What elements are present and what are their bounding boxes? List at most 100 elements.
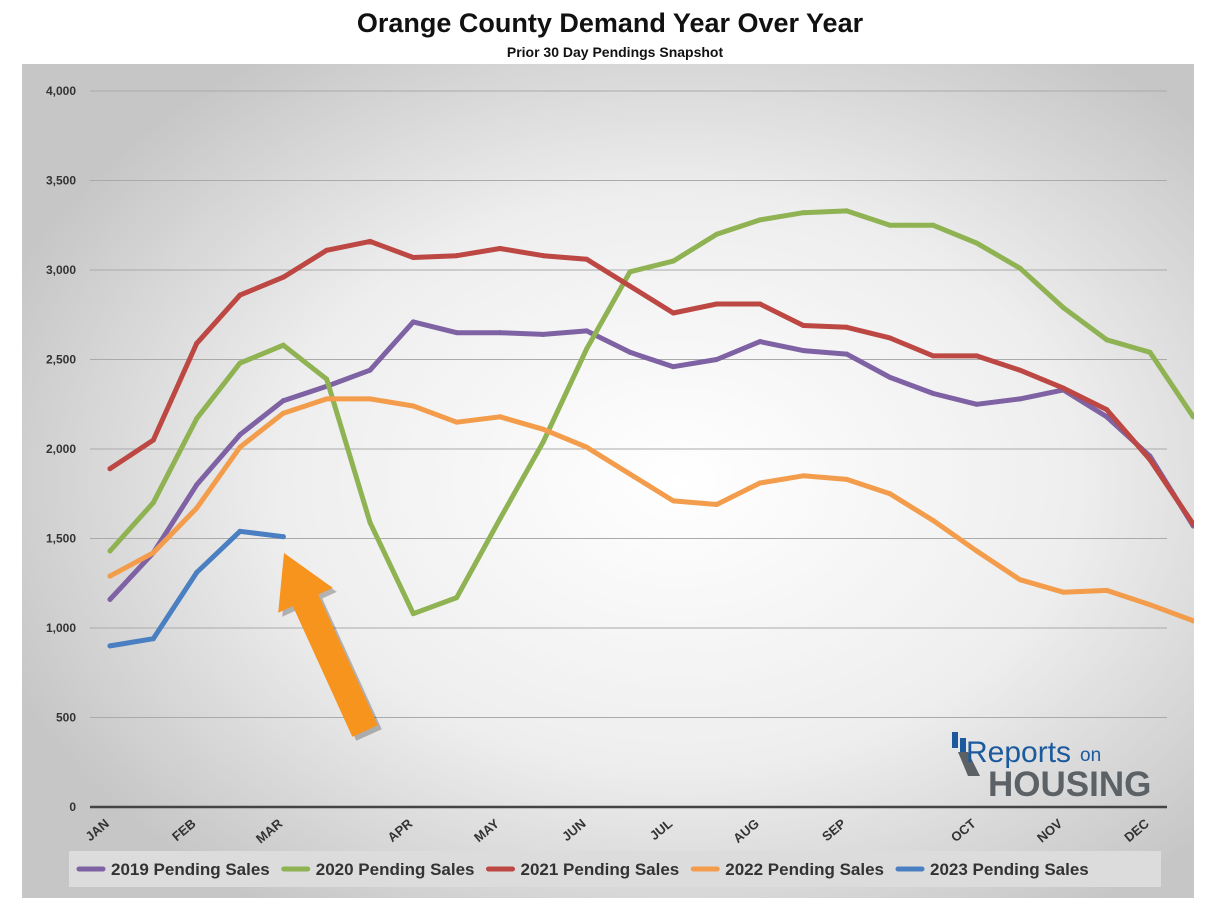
legend-label: 2023 Pending Sales <box>930 860 1089 879</box>
data-point <box>410 319 416 325</box>
data-point <box>150 636 156 642</box>
data-point <box>670 498 676 504</box>
logo-magnifier-icon <box>958 752 980 776</box>
legend-label: 2022 Pending Sales <box>725 860 884 879</box>
data-point <box>1147 349 1153 355</box>
data-point <box>714 301 720 307</box>
data-point <box>714 357 720 362</box>
data-point <box>800 322 806 328</box>
data-point <box>194 482 200 488</box>
series-group <box>107 319 1194 602</box>
legend-item: 2021 Pending Sales <box>486 860 680 879</box>
data-point <box>1017 367 1023 373</box>
data-point <box>1104 337 1110 343</box>
data-point <box>237 444 243 450</box>
data-point <box>454 253 460 259</box>
data-point <box>757 480 763 486</box>
data-point <box>1104 587 1110 593</box>
data-point <box>974 353 980 359</box>
data-point <box>1017 265 1023 271</box>
data-point <box>237 292 243 298</box>
legend-item: 2022 Pending Sales <box>690 860 884 879</box>
y-tick-label: 2,500 <box>46 353 76 367</box>
legend-box <box>69 851 1161 887</box>
data-point <box>1060 305 1066 311</box>
data-point <box>800 210 806 216</box>
data-point <box>150 437 156 443</box>
logo-bar-icon <box>952 732 958 748</box>
data-point <box>194 505 200 511</box>
series-line <box>107 208 1194 617</box>
data-point <box>887 491 893 497</box>
data-point <box>584 444 590 450</box>
data-point <box>974 548 980 554</box>
series-line <box>107 396 1194 624</box>
chart-title: Orange County Demand Year Over Year <box>356 8 864 38</box>
logo-bar-icon <box>960 738 966 752</box>
data-point <box>107 548 113 554</box>
data-point <box>280 398 286 404</box>
data-point <box>714 231 720 237</box>
data-point <box>1147 457 1153 463</box>
data-point <box>194 570 200 576</box>
data-point <box>757 339 763 345</box>
data-point <box>540 439 546 445</box>
chart-subtitle: Prior 30 Day Pendings Snapshot <box>506 44 724 60</box>
data-point <box>540 331 546 337</box>
series-line <box>107 319 1194 602</box>
data-point <box>454 419 460 425</box>
legend-label: 2021 Pending Sales <box>521 860 680 879</box>
data-point <box>280 410 286 416</box>
data-point <box>497 246 503 252</box>
series-group <box>107 208 1194 617</box>
data-point <box>497 516 503 522</box>
data-point <box>887 335 893 341</box>
data-point <box>627 269 633 275</box>
data-point <box>1104 407 1110 413</box>
data-point <box>844 208 850 214</box>
data-point <box>627 471 633 477</box>
data-point <box>974 401 980 407</box>
data-point <box>367 396 373 402</box>
data-point <box>1060 385 1066 391</box>
legend-label: 2019 Pending Sales <box>111 860 270 879</box>
data-point <box>1017 577 1023 583</box>
data-point <box>887 374 893 380</box>
y-tick-label: 1,500 <box>46 532 76 546</box>
data-point <box>930 353 936 359</box>
data-point <box>150 550 156 556</box>
data-point <box>280 274 286 280</box>
data-point <box>454 595 460 601</box>
data-point <box>540 253 546 259</box>
legend-item: 2020 Pending Sales <box>281 860 475 879</box>
data-point <box>324 396 330 402</box>
line-chart: 05001,0001,5002,0002,5003,0003,5004,000 … <box>22 64 1194 898</box>
chart-frame: 0 500 1,000 1,500 2,000 2,500 3,000 3,500 4,000 … <box>22 64 1194 898</box>
data-point <box>367 367 373 373</box>
data-point <box>1104 414 1110 420</box>
data-point <box>324 247 330 253</box>
data-point <box>584 346 590 352</box>
data-point <box>1190 414 1194 420</box>
data-point <box>237 432 243 438</box>
data-point <box>844 351 850 357</box>
data-point <box>237 528 243 534</box>
data-point <box>410 403 416 409</box>
logo-on-text: on <box>1080 745 1101 766</box>
data-point <box>757 301 763 307</box>
data-point <box>454 330 460 336</box>
data-point <box>670 364 676 370</box>
data-point <box>627 349 633 355</box>
data-point <box>367 238 373 244</box>
data-point <box>844 476 850 482</box>
data-point <box>930 391 936 397</box>
data-point <box>497 330 503 336</box>
y-tick-label: 500 <box>56 711 76 725</box>
data-point <box>887 222 893 228</box>
series-line <box>107 238 1194 527</box>
y-tick-label: 2,000 <box>46 442 76 456</box>
data-point <box>584 256 590 262</box>
orange-arrow-icon <box>278 553 378 737</box>
y-tick-label: 3,500 <box>46 174 76 188</box>
legend-item: 2019 Pending Sales <box>76 860 270 879</box>
